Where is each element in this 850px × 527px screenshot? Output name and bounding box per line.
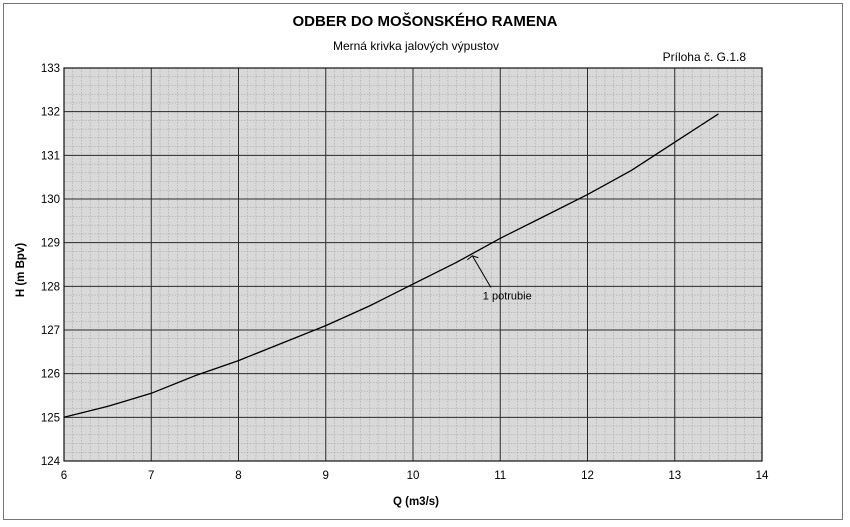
annex-label: Príloha č. G.1.8 <box>663 50 747 64</box>
x-tick-label: 7 <box>148 470 154 482</box>
chart-frame: ODBER DO MOŠONSKÉHO RAMENA Merná krivka … <box>3 3 843 520</box>
y-tick-label: 125 <box>41 412 60 424</box>
chart-subtitle: Merná krivka jalových výpustov <box>333 39 499 53</box>
y-tick-label: 132 <box>41 107 60 119</box>
y-tick-label: 129 <box>41 238 60 250</box>
x-tick-label: 11 <box>494 470 506 482</box>
annotation-leader-line <box>471 255 492 288</box>
chart-title: ODBER DO MOŠONSKÉHO RAMENA <box>292 12 557 30</box>
y-tick-label: 133 <box>41 63 60 75</box>
x-axis-label: Q (m3/s) <box>393 496 439 508</box>
major-grid <box>63 67 763 462</box>
plot-border <box>63 67 763 462</box>
x-tick-label: 10 <box>407 470 420 482</box>
series-line <box>63 113 719 418</box>
y-tick-label: 130 <box>41 194 60 206</box>
x-tick-label: 13 <box>668 470 681 482</box>
y-tick-label: 131 <box>41 150 60 162</box>
y-tick-label: 124 <box>41 456 61 468</box>
x-tick-label: 14 <box>756 470 769 482</box>
x-tick-labels: 6 7 8 9 10 11 12 13 14 <box>61 470 769 482</box>
chart-svg: ODBER DO MOŠONSKÉHO RAMENA Merná krivka … <box>15 12 769 508</box>
annotation-arrowhead <box>467 255 479 261</box>
y-tick-label: 126 <box>41 369 60 381</box>
annotation-label: 1 potrubie <box>483 290 532 302</box>
x-tick-label: 6 <box>61 470 67 482</box>
series-layer <box>63 113 719 418</box>
y-tick-label: 128 <box>41 281 60 293</box>
y-tick-labels: 124 125 126 127 128 129 130 131 132 133 <box>41 63 61 468</box>
y-axis-label: H (m Bpv) <box>15 243 27 297</box>
x-tick-label: 9 <box>323 470 329 482</box>
y-tick-label: 127 <box>41 325 60 337</box>
x-tick-label: 12 <box>581 470 594 482</box>
annotation-layer: 1 potrubie <box>467 255 532 302</box>
x-tick-label: 8 <box>235 470 241 482</box>
